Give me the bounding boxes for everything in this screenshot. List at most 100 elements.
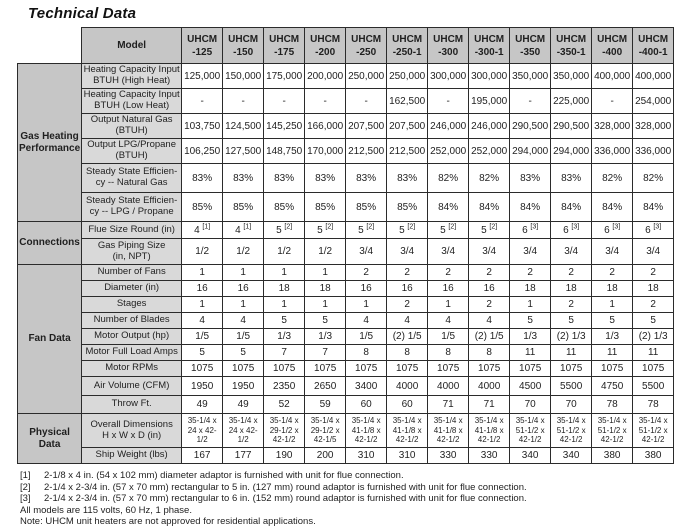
data-cell: 59 — [304, 395, 347, 414]
data-cell: 2 — [345, 264, 388, 281]
technical-data-table: Model UHCM -125 UHCM -150 UHCM -175 UHCM -200 UHC… — [16, 27, 683, 464]
data-cell: 35-1/4 x 29-1/2 x 42-1/2 — [263, 413, 306, 448]
data-cell: 167 — [181, 447, 224, 464]
data-cell: 49 — [222, 395, 265, 414]
data-cell: 83% — [222, 163, 265, 193]
data-cell: 84% — [468, 192, 511, 222]
data-cell: 5 [2] — [468, 221, 511, 239]
data-cell: 83% — [509, 163, 552, 193]
data-cell: 5500 — [632, 376, 675, 396]
data-cell: 4 [1] — [181, 221, 224, 239]
data-cell: 35-1/4 x 51-1/2 x 42-1/2 — [509, 413, 552, 448]
data-cell: 16 — [427, 280, 470, 297]
data-cell: 18 — [550, 280, 593, 297]
data-cell: 3/4 — [345, 238, 388, 265]
data-cell: 300,000 — [468, 63, 511, 89]
data-cell: 18 — [509, 280, 552, 297]
data-cell: 85% — [263, 192, 306, 222]
data-cell: 4 [1] — [222, 221, 265, 239]
footnote-text: 2-1/4 x 2-3/4 in. (57 x 70 mm) rectangul… — [44, 493, 527, 504]
row-label: Gas Piping Size (in, NPT) — [81, 238, 183, 265]
data-cell: 1/2 — [304, 238, 347, 265]
row-label: Heating Capacity Input BTUH (High Heat) — [81, 63, 183, 89]
footnote-reference: [3] — [653, 223, 662, 231]
data-cell: 3/4 — [427, 238, 470, 265]
data-cell: 1075 — [468, 360, 511, 377]
row-label: Throw Ft. — [81, 395, 183, 414]
model-header: UHCM -300-1 — [468, 27, 511, 64]
data-cell: 340 — [550, 447, 593, 464]
data-cell: 83% — [386, 163, 429, 193]
data-cell: 35-1/4 x 51-1/2 x 42-1/2 — [550, 413, 593, 448]
data-cell: 1075 — [386, 360, 429, 377]
data-cell: - — [181, 88, 224, 114]
data-cell: 60 — [345, 395, 388, 414]
footnote-marker: [2] — [20, 481, 31, 493]
data-cell: 3/4 — [591, 238, 634, 265]
table-corner-spacer — [17, 27, 82, 64]
data-cell: 166,000 — [304, 113, 347, 139]
data-cell: 290,500 — [509, 113, 552, 139]
data-cell: 1 — [304, 296, 347, 313]
data-cell: 1075 — [263, 360, 306, 377]
data-cell: 2 — [386, 296, 429, 313]
data-cell: 4 — [222, 312, 265, 329]
data-cell: 106,250 — [181, 138, 224, 164]
data-cell: 5 [2] — [263, 221, 306, 239]
footnote-reference: [1] — [202, 223, 211, 231]
data-cell: - — [591, 88, 634, 114]
data-cell: 85% — [222, 192, 265, 222]
data-cell: 16 — [222, 280, 265, 297]
model-column-header: Model — [81, 27, 183, 64]
data-cell: 84% — [427, 192, 470, 222]
data-cell: 254,000 — [632, 88, 675, 114]
data-cell: 1 — [591, 296, 634, 313]
data-cell: 52 — [263, 395, 306, 414]
data-cell: 4 — [181, 312, 224, 329]
footnote-reference: [2] — [325, 223, 334, 231]
footnote-1: [1] 2-1/8 x 4 in. (54 x 102 mm) diameter… — [20, 470, 683, 482]
data-cell: 300,000 — [427, 63, 470, 89]
footnote-reference: [2] — [407, 223, 416, 231]
data-cell: 340 — [509, 447, 552, 464]
data-cell: 1 — [222, 296, 265, 313]
data-cell: 1 — [263, 264, 306, 281]
data-cell: - — [304, 88, 347, 114]
data-cell: 310 — [386, 447, 429, 464]
page-title: Technical Data — [28, 5, 137, 22]
group-label: Physical Data — [16, 413, 83, 464]
data-cell: 83% — [304, 163, 347, 193]
data-cell: 175,000 — [263, 63, 306, 89]
data-cell: 207,500 — [345, 113, 388, 139]
model-header: UHCM -400 — [591, 27, 634, 64]
data-cell: 1075 — [632, 360, 675, 377]
data-cell: 5 — [591, 312, 634, 329]
model-header: UHCM -150 — [222, 27, 265, 64]
data-cell: 16 — [386, 280, 429, 297]
data-cell: - — [263, 88, 306, 114]
data-cell: 71 — [468, 395, 511, 414]
data-cell: 5 — [304, 312, 347, 329]
data-cell: 5500 — [550, 376, 593, 396]
data-cell: 16 — [345, 280, 388, 297]
model-header: UHCM -250-1 — [386, 27, 429, 64]
data-cell: 2 — [509, 264, 552, 281]
data-cell: 18 — [263, 280, 306, 297]
data-cell: 310 — [345, 447, 388, 464]
data-cell: 16 — [181, 280, 224, 297]
row-label: Flue Size Round (in) — [81, 221, 183, 239]
data-cell: 35-1/4 x 51-1/2 x 42-1/2 — [591, 413, 634, 448]
data-cell: 162,500 — [386, 88, 429, 114]
data-cell: 84% — [591, 192, 634, 222]
data-cell: 380 — [632, 447, 675, 464]
data-cell: 250,000 — [345, 63, 388, 89]
data-cell: 3400 — [345, 376, 388, 396]
data-cell: 4 — [427, 312, 470, 329]
footnote-text: 2-1/8 x 4 in. (54 x 102 mm) diameter ada… — [44, 470, 404, 481]
footnote-2: [2] 2-1/4 x 2-3/4 in. (57 x 70 mm) recta… — [20, 482, 683, 494]
data-cell: 71 — [427, 395, 470, 414]
data-cell: 83% — [263, 163, 306, 193]
data-cell: 330 — [468, 447, 511, 464]
data-cell: (2) 1/5 — [386, 328, 429, 345]
data-cell: 60 — [386, 395, 429, 414]
